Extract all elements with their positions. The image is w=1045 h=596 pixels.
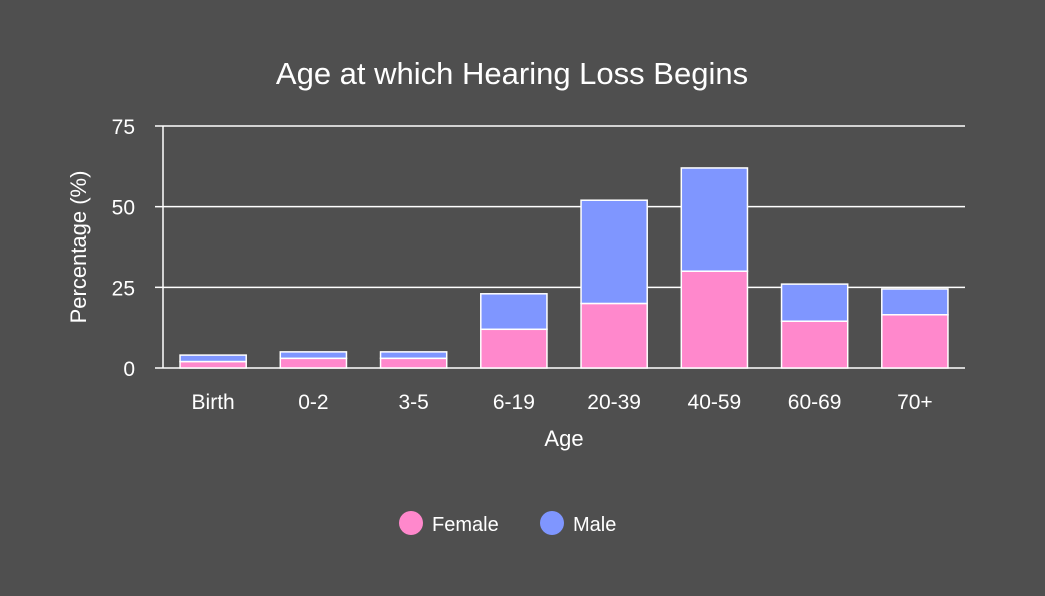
bar-male (680, 167, 749, 272)
x-tick-label: 60-69 (788, 391, 842, 414)
x-tick-label: 20-39 (587, 391, 641, 414)
bar-female (580, 302, 648, 369)
bar-female (881, 314, 949, 369)
y-axis-title: Percentage (%) (66, 171, 91, 324)
bar-male (179, 354, 247, 363)
y-tick-label: 50 (112, 197, 135, 220)
bar-male (780, 283, 849, 322)
legend: Female Male (399, 511, 616, 536)
x-tick-label: 70+ (897, 391, 933, 414)
y-tick-label: 75 (112, 116, 135, 139)
x-tick-label: Birth (192, 391, 235, 414)
x-tick-label: 0-2 (298, 391, 328, 414)
y-tick-label: 0 (123, 358, 135, 381)
bar-female (279, 357, 348, 369)
bar-female (780, 320, 849, 369)
bar-male (580, 199, 648, 305)
bar-male (881, 288, 949, 316)
bar-male (379, 351, 448, 360)
y-tick-label: 25 (112, 277, 135, 300)
bars (179, 167, 949, 369)
chart-title: Age at which Hearing Loss Begins (276, 56, 748, 91)
x-axis-title: Age (544, 426, 583, 451)
bar-female (680, 270, 749, 369)
x-tick-label: 40-59 (688, 391, 742, 414)
legend-swatch-male (540, 511, 564, 535)
y-tick-labels: 0 25 50 75 (112, 116, 163, 381)
legend-swatch-female (399, 511, 423, 535)
bar-female (480, 328, 548, 369)
x-tick-label: 6-19 (493, 391, 535, 414)
legend-label-female: Female (432, 514, 499, 536)
x-tick-label: 3-5 (398, 391, 428, 414)
gridlines (163, 125, 965, 289)
bar-male (279, 351, 348, 360)
bar-female (179, 360, 247, 369)
bar-female (379, 357, 448, 369)
bar-male (480, 293, 548, 331)
legend-label-male: Male (573, 514, 616, 536)
x-tick-labels: Birth 0-2 3-5 6-19 20-39 40-59 60-69 70+ (192, 391, 933, 414)
